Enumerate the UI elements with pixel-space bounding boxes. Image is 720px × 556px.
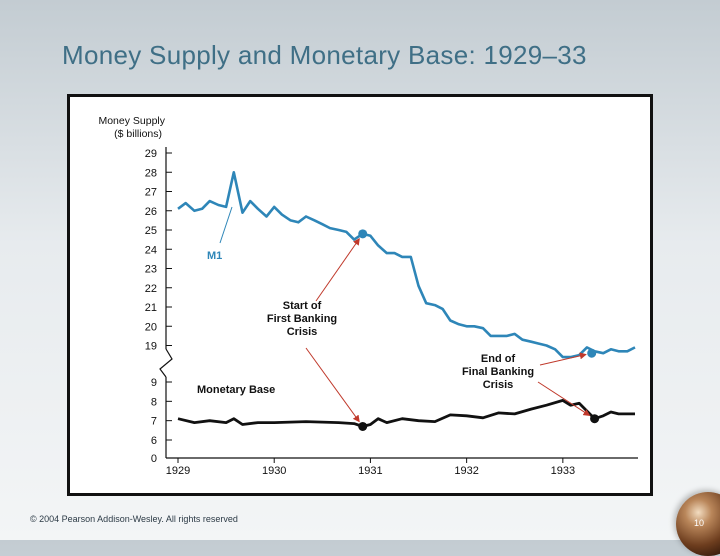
- end-of-final-banking-crisis-point-m1: [587, 348, 597, 358]
- y-tick-label: 8: [151, 396, 157, 408]
- y-tick-label: 29: [145, 148, 157, 160]
- start-of-first-banking-crisis-point-base: [358, 421, 368, 431]
- slide-title: Money Supply and Monetary Base: 1929–33: [62, 40, 587, 70]
- m1-label-leader: [219, 206, 233, 244]
- y-tick-label: 25: [145, 225, 157, 237]
- y-axis-label-line-2: ($ billions): [114, 128, 162, 140]
- m1-series-line: [177, 171, 636, 359]
- start-of-first-banking-crisis-arrow: [305, 347, 360, 423]
- end-of-final-banking-crisis-arrow: [537, 381, 591, 417]
- monetary-base-series-line: [177, 398, 635, 428]
- end-of-final-banking-crisis-point-base: [590, 414, 600, 424]
- y-axis-break: [159, 348, 173, 378]
- y-axis-label-line-1: Money Supply: [98, 115, 165, 127]
- copyright-notice: © 2004 Pearson Addison-Wesley. All right…: [30, 514, 238, 524]
- y-tick-label: 28: [145, 167, 157, 179]
- y-tick-label: 20: [145, 321, 157, 333]
- start-of-first-banking-crisis-point-m1: [358, 229, 368, 239]
- page-number: 10: [694, 518, 705, 528]
- y-tick-label: 6: [151, 435, 157, 447]
- chart-series: [177, 171, 636, 428]
- y-tick-label: 23: [145, 264, 157, 276]
- y-tick-label: 9: [151, 377, 157, 389]
- x-tick-label: 1930: [262, 465, 286, 477]
- y-tick-label: 0: [151, 453, 157, 465]
- y-tick-label: 24: [145, 244, 157, 256]
- end-of-final-banking-crisis-label-line: End of: [481, 353, 516, 365]
- chart-frame: Money Supply ($ billions) 29 28 27 26 25 24 23…: [67, 94, 653, 496]
- end-of-final-banking-crisis-arrow: [539, 352, 587, 366]
- start-of-first-banking-crisis-label-line: Start of: [283, 300, 322, 312]
- end-of-final-banking-crisis-label-line: Final Banking: [462, 366, 534, 378]
- m1-series-label: M1: [207, 250, 222, 262]
- monetary-base-series-label: Monetary Base: [197, 384, 275, 396]
- start-of-first-banking-crisis-label-line: First Banking: [267, 313, 337, 325]
- y-tick-label: 26: [145, 206, 157, 218]
- start-of-first-banking-crisis-label-line: Crisis: [287, 326, 318, 338]
- y-tick-label: 7: [151, 416, 157, 428]
- y-tick-label: 19: [145, 341, 157, 353]
- y-tick-label: 21: [145, 302, 157, 314]
- start-of-first-banking-crisis-arrow: [315, 237, 360, 302]
- x-tick-label: 1931: [358, 465, 382, 477]
- money-supply-chart: Money Supply ($ billions) 29 28 27 26 25 24 23…: [98, 115, 638, 477]
- y-tick-label: 22: [145, 283, 157, 295]
- y-tick-label: 27: [145, 187, 157, 199]
- x-tick-label: 1929: [166, 465, 190, 477]
- chart-axes: [159, 147, 638, 459]
- chart-ticks: 29 28 27 26 25 24 23 22 21 20 19 9 8 7 6 0 1929 1930 1931 1…: [145, 148, 575, 477]
- end-of-final-banking-crisis-label-line: Crisis: [483, 379, 514, 391]
- x-tick-label: 1933: [551, 465, 575, 477]
- x-tick-label: 1932: [454, 465, 478, 477]
